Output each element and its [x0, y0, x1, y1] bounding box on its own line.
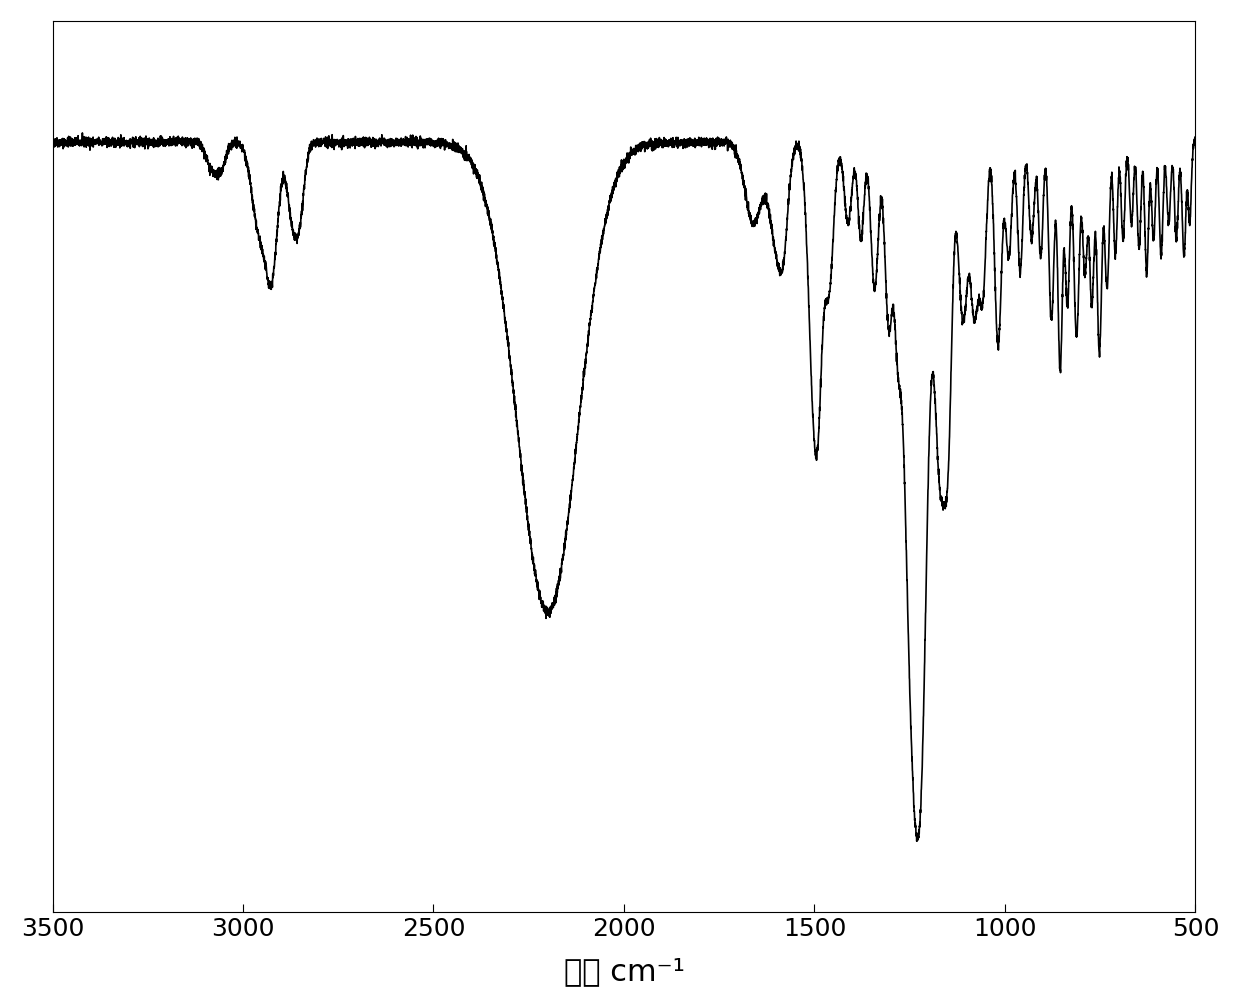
X-axis label: 波数 cm⁻¹: 波数 cm⁻¹: [563, 958, 684, 986]
